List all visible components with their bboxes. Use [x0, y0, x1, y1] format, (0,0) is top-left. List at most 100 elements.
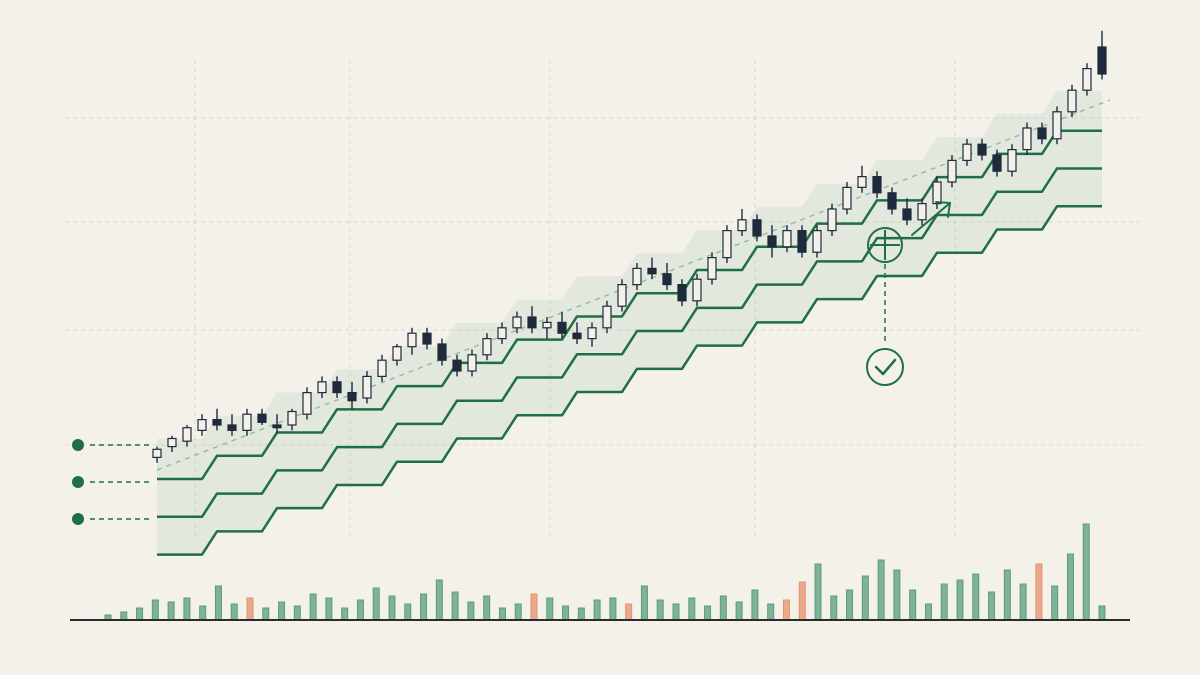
candle-body	[332, 381, 342, 394]
candle-body	[452, 359, 462, 372]
candle-body	[197, 419, 207, 432]
volume-bar	[120, 611, 128, 621]
band	[157, 90, 1102, 555]
candle-body	[782, 230, 792, 248]
candle-body	[857, 176, 867, 189]
volume-bar	[467, 601, 475, 621]
volume-bar	[1003, 569, 1011, 621]
candle-body	[602, 305, 612, 329]
candle-layer	[152, 30, 1107, 463]
volume-bar	[956, 579, 964, 621]
volume-bar	[136, 607, 144, 621]
volume-bar	[861, 575, 869, 621]
volume-bar	[688, 597, 696, 621]
grid	[65, 60, 1140, 540]
candle-body	[152, 448, 162, 458]
candle-body	[887, 192, 897, 210]
candle-body	[797, 230, 807, 253]
candle-body	[317, 381, 327, 394]
volume-bar	[498, 607, 506, 621]
candle-body	[542, 321, 552, 329]
volume-bar	[356, 599, 364, 621]
candle-body	[1022, 127, 1032, 151]
volume-bar	[278, 601, 286, 621]
volume-bar	[1019, 583, 1027, 621]
volume-bar	[420, 593, 428, 621]
volume-bar	[719, 595, 727, 621]
volume-bar	[830, 595, 838, 621]
volume-bar	[704, 605, 712, 621]
candle-body	[287, 410, 297, 426]
candle-body	[677, 284, 687, 302]
candle-body	[437, 343, 447, 361]
volume-bar	[214, 585, 222, 621]
volume-bar	[404, 603, 412, 621]
volume-layer	[104, 523, 1106, 621]
candle-body	[167, 437, 177, 448]
volume-bar	[577, 607, 585, 621]
band-layer	[157, 90, 1102, 555]
volume-bar	[530, 593, 538, 621]
volume-bar	[293, 605, 301, 621]
left-markers	[72, 439, 150, 525]
volume-bar	[1051, 585, 1059, 621]
candle-body	[1037, 127, 1047, 140]
volume-bar	[1098, 605, 1106, 621]
volume-bar	[230, 603, 238, 621]
volume-bar	[1066, 553, 1074, 621]
volume-bar	[609, 597, 617, 621]
candle-body	[932, 181, 942, 205]
candle-body	[407, 332, 417, 348]
candle-body	[1082, 67, 1092, 91]
volume-bar	[514, 603, 522, 621]
volume-bar	[656, 599, 664, 621]
volume-bar	[672, 603, 680, 621]
volume-bar	[562, 605, 570, 621]
volume-bar	[735, 601, 743, 621]
candle-body	[422, 332, 432, 345]
arrow-icon	[911, 201, 952, 236]
candle-body	[692, 278, 702, 302]
line-layer	[157, 129, 1102, 556]
candle-body	[1052, 111, 1062, 140]
volume-bar	[893, 569, 901, 621]
volume-bar	[199, 605, 207, 621]
volume-bar	[924, 603, 932, 621]
candle-body	[482, 338, 492, 356]
volume-bar	[798, 581, 806, 621]
candle-body	[977, 143, 987, 156]
candle-body	[737, 219, 747, 232]
volume-bar	[546, 597, 554, 621]
marker-dot	[72, 513, 84, 525]
volume-bar	[262, 607, 270, 621]
volume-bar	[183, 597, 191, 621]
volume-bar	[877, 559, 885, 621]
volume-bar	[846, 589, 854, 621]
volume-bar	[625, 603, 633, 621]
volume-bar	[483, 595, 491, 621]
check-icon	[874, 358, 897, 376]
candle-body	[722, 230, 732, 259]
candle-body	[497, 327, 507, 340]
target-icon	[867, 227, 903, 263]
candle-body	[242, 413, 252, 432]
candle-body	[992, 154, 1002, 172]
candle-body	[467, 354, 477, 372]
volume-bar	[782, 599, 790, 621]
annotation-icons	[866, 201, 952, 386]
volume-bar	[751, 589, 759, 621]
candle-body	[752, 219, 762, 237]
volume-bar	[972, 573, 980, 621]
candle-body	[182, 427, 192, 442]
volume-bar	[372, 587, 380, 621]
candle-body	[917, 203, 927, 221]
candle-body	[272, 424, 282, 429]
volume-bar	[640, 585, 648, 621]
volume-bar	[341, 607, 349, 621]
candle-body	[647, 267, 657, 275]
volume-bar	[246, 597, 254, 621]
candle-body	[362, 375, 372, 399]
candle-body	[902, 208, 912, 221]
